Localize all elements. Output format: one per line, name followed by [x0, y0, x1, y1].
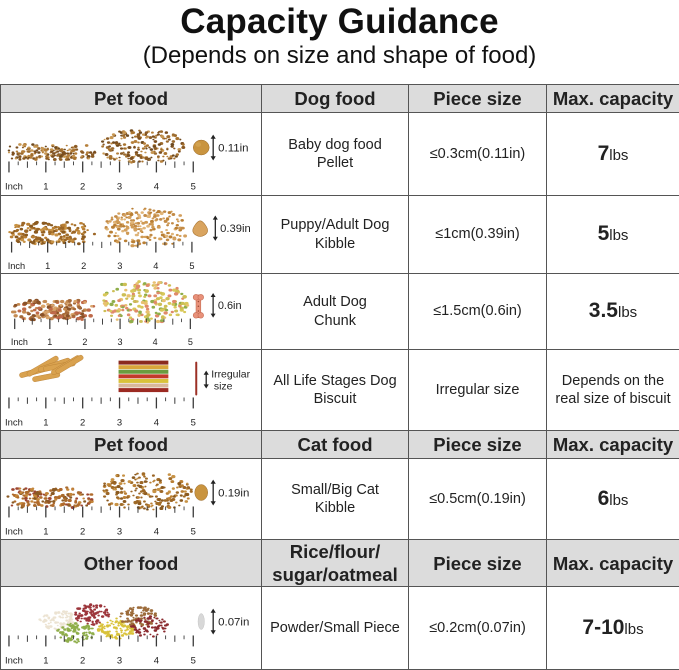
svg-text:1: 1 [45, 261, 50, 271]
svg-text:2: 2 [80, 181, 85, 192]
svg-text:5: 5 [189, 261, 194, 271]
svg-text:3: 3 [117, 181, 122, 192]
svg-text:3: 3 [117, 526, 122, 537]
svg-text:5: 5 [191, 526, 196, 537]
svg-text:1: 1 [43, 656, 48, 667]
svg-text:0.6in: 0.6in [218, 300, 242, 312]
svg-text:Inch: Inch [5, 417, 23, 428]
svg-text:4: 4 [153, 261, 158, 271]
svg-text:4: 4 [154, 526, 159, 537]
svg-text:4: 4 [154, 181, 159, 192]
svg-text:Irregular: Irregular [211, 370, 250, 381]
svg-text:1: 1 [47, 337, 52, 347]
svg-text:Inch: Inch [11, 337, 28, 347]
svg-text:Inch: Inch [5, 181, 23, 192]
svg-text:1: 1 [43, 181, 48, 192]
svg-text:3: 3 [117, 417, 122, 428]
svg-text:Inch: Inch [8, 261, 25, 271]
svg-text:2: 2 [81, 261, 86, 271]
svg-text:1: 1 [43, 417, 48, 428]
svg-text:3: 3 [117, 656, 122, 667]
svg-text:0.07in: 0.07in [218, 617, 249, 629]
svg-text:2: 2 [80, 656, 85, 667]
svg-text:Inch: Inch [5, 526, 23, 537]
svg-text:4: 4 [154, 417, 159, 428]
svg-text:4: 4 [154, 656, 159, 667]
svg-text:1: 1 [43, 526, 48, 537]
svg-text:3: 3 [117, 261, 122, 271]
svg-text:0.19in: 0.19in [218, 488, 249, 500]
svg-text:5: 5 [191, 181, 196, 192]
svg-text:2: 2 [82, 337, 87, 347]
svg-text:2: 2 [80, 526, 85, 537]
svg-text:Inch: Inch [5, 656, 23, 667]
svg-text:4: 4 [153, 337, 158, 347]
svg-text:5: 5 [191, 656, 196, 667]
svg-text:2: 2 [80, 417, 85, 428]
svg-text:5: 5 [188, 337, 193, 347]
svg-text:5: 5 [191, 417, 196, 428]
svg-text:3: 3 [118, 337, 123, 347]
svg-text:0.11in: 0.11in [218, 143, 248, 155]
svg-text:size: size [214, 382, 233, 393]
svg-text:0.39in: 0.39in [220, 223, 250, 235]
